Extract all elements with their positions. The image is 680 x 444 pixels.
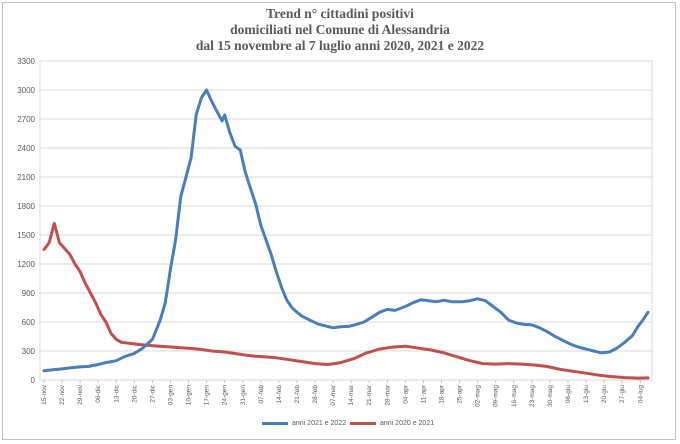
chart-legend: anni 2021 e 2022 anni 2020 e 2021 xyxy=(0,420,680,434)
x-tick-label-28-feb: 28-feb xyxy=(312,385,319,404)
x-tick-label-23-mag: 23-mag xyxy=(529,385,536,407)
x-tick-label-07-mar: 07-mar xyxy=(330,384,337,405)
y-tick-label-1500: 1500 xyxy=(17,231,35,240)
x-tick-label-30-mag: 30-mag xyxy=(547,385,554,407)
y-tick-label-900: 900 xyxy=(22,289,36,298)
y-tick-label-600: 600 xyxy=(22,318,36,327)
x-tick-label-25-apr: 25-apr xyxy=(457,384,464,404)
y-tick-label-3300: 3300 xyxy=(17,57,35,66)
chart-title-line-1: Trend n° cittadini positivi xyxy=(266,6,414,21)
legend-label-series-2: anni 2020 e 2021 xyxy=(380,420,435,427)
x-tick-label-09-mag: 09-mag xyxy=(493,385,500,407)
chart-title-line-2: domiciliati nel Comune di Alessandria xyxy=(230,22,450,37)
y-tick-label-1800: 1800 xyxy=(17,202,35,211)
x-tick-label-27-giu: 27-giu xyxy=(619,385,626,403)
plot-area xyxy=(39,60,653,381)
x-tick-label-04-apr: 04-apr xyxy=(402,384,409,404)
x-tick-label-21-mar: 21-mar xyxy=(366,384,373,405)
y-tick-label-2100: 2100 xyxy=(17,173,35,182)
x-tick-label-14-feb: 14-feb xyxy=(276,385,283,404)
x-tick-label-27-dic: 27-dic xyxy=(149,384,156,402)
x-tick-label-13-dic: 13-dic xyxy=(113,384,120,402)
x-tick-label-28-mar: 28-mar xyxy=(384,384,391,405)
legend-swatch-series-2 xyxy=(350,422,376,425)
x-tick-label-24-gen: 24-gen xyxy=(222,385,229,406)
x-tick-label-15-nov: 15-nov xyxy=(41,384,48,405)
x-tick-label-31-gen: 31-gen xyxy=(240,385,247,406)
x-tick-label-04-lug: 04-lug xyxy=(637,385,644,403)
x-tick-label-06-dic: 06-dic xyxy=(95,384,102,402)
x-tick-label-06-giu: 06-giu xyxy=(565,385,572,403)
chart-frame xyxy=(2,2,676,440)
x-tick-label-07-feb: 07-feb xyxy=(258,385,265,404)
series-line-2 xyxy=(42,221,650,380)
series-line-1 xyxy=(42,88,650,373)
y-tick-label-300: 300 xyxy=(22,347,36,356)
x-tick-label-14-mar: 14-mar xyxy=(348,384,355,405)
y-tick-label-3000: 3000 xyxy=(17,86,35,95)
legend-item-series-2: anni 2020 e 2021 xyxy=(350,420,434,427)
chart-title: Trend n° cittadini positivi domiciliati … xyxy=(0,6,680,54)
legend-item-series-1: anni 2021 e 2022 xyxy=(262,420,346,427)
x-tick-label-21-feb: 21-feb xyxy=(294,385,301,404)
x-tick-label-22-nov: 22-nov xyxy=(59,384,66,405)
x-tick-label-10-gen: 10-gen xyxy=(186,385,193,406)
y-tick-label-0: 0 xyxy=(31,376,36,385)
x-tick-label-13-giu: 13-giu xyxy=(583,385,590,403)
x-tick-label-29-nov: 29-nov xyxy=(77,384,84,405)
x-tick-label-20-dic: 20-dic xyxy=(131,384,138,402)
x-tick-label-03-gen: 03-gen xyxy=(167,385,174,406)
legend-swatch-series-1 xyxy=(262,422,288,425)
chart-title-line-3: dal 15 novembre al 7 luglio anni 2020, 2… xyxy=(195,38,485,53)
x-tick-label-02-mag: 02-mag xyxy=(475,385,482,407)
x-tick-label-17-gen: 17-gen xyxy=(204,385,211,406)
y-tick-label-1200: 1200 xyxy=(17,260,35,269)
x-tick-label-18-apr: 18-apr xyxy=(439,384,446,404)
y-tick-label-2400: 2400 xyxy=(17,144,35,153)
x-tick-label-16-mag: 16-mag xyxy=(511,385,518,407)
x-tick-label-11-apr: 11-apr xyxy=(420,384,427,403)
y-tick-label-2700: 2700 xyxy=(17,115,35,124)
x-tick-label-20-giu: 20-giu xyxy=(601,385,608,403)
legend-label-series-1: anni 2021 e 2022 xyxy=(292,420,347,427)
